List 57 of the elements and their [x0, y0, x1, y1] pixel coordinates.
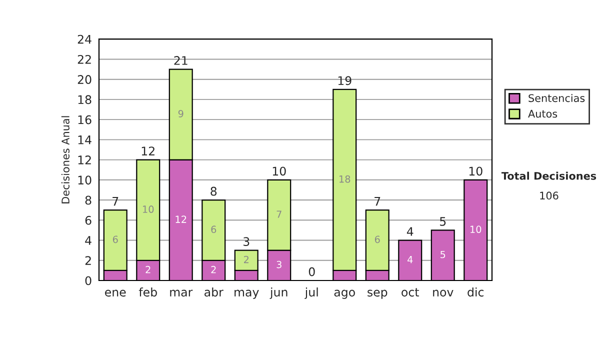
data-label: 6 [211, 226, 216, 234]
data-label: 18 [340, 175, 350, 183]
x-tick-label: mar [170, 290, 193, 297]
y-tick-label: 16 [78, 115, 92, 124]
data-label: 6 [112, 236, 118, 244]
y-tick-label: 6 [85, 216, 92, 225]
x-tick-label: abr [204, 287, 224, 297]
y-tick-label: 10 [78, 176, 92, 185]
legend-label: Autos [528, 110, 558, 118]
x-tick-label: ago [334, 290, 355, 299]
x-tick-label: sep [368, 290, 388, 299]
total-label: 10 [469, 166, 482, 176]
y-tick-label: 22 [78, 54, 91, 64]
y-tick-label: 0 [85, 276, 92, 286]
total-label: 10 [272, 166, 286, 176]
data-label: 12 [176, 216, 186, 223]
total-label: 5 [440, 217, 446, 226]
x-tick-label: dic [468, 287, 484, 297]
data-label: 5 [440, 250, 446, 258]
y-tick-label: 2 [85, 256, 91, 265]
x-tick-label: oct [402, 288, 420, 297]
y-tick-label: 12 [78, 156, 91, 164]
x-tick-label: may [234, 290, 259, 299]
data-label: 2 [244, 256, 248, 264]
x-tick-label: jul [304, 287, 318, 299]
data-label: 10 [143, 206, 154, 213]
data-label: 4 [408, 256, 413, 264]
x-tick-label: feb [138, 287, 157, 297]
data-label: 6 [374, 236, 380, 244]
y-tick-label: 8 [85, 196, 92, 205]
y-tick-label: 18 [78, 95, 92, 104]
x-tick-label: jun [270, 287, 288, 299]
data-label: 3 [276, 260, 282, 268]
data-label: 2 [146, 266, 150, 274]
total-label: 19 [338, 76, 352, 86]
x-tick-label: ene [105, 290, 126, 297]
total-label: 3 [244, 237, 250, 246]
text: Total Decisiones [501, 172, 596, 180]
x-tick-label: nov [433, 290, 454, 297]
y-tick-label: 4 [85, 236, 92, 245]
text: 106 [540, 192, 558, 200]
total-label: 8 [210, 186, 217, 196]
data-label: 9 [178, 110, 184, 118]
data-label: 7 [276, 210, 282, 218]
total-label: 7 [374, 197, 380, 206]
total-label: 4 [406, 227, 414, 236]
total-label: 0 [308, 267, 315, 276]
legend-label: Sentencias [528, 94, 585, 102]
y-tick-label: 24 [78, 34, 92, 44]
total-label: 7 [112, 197, 118, 206]
y-tick-label: 20 [78, 75, 92, 84]
y-axis-title: Decisiones Anual [61, 116, 70, 204]
total-label: 12 [142, 146, 154, 156]
data-label: 2 [211, 266, 216, 274]
total-label: 21 [174, 56, 188, 65]
y-tick-label: 14 [78, 136, 92, 144]
data-label: 10 [470, 226, 482, 234]
